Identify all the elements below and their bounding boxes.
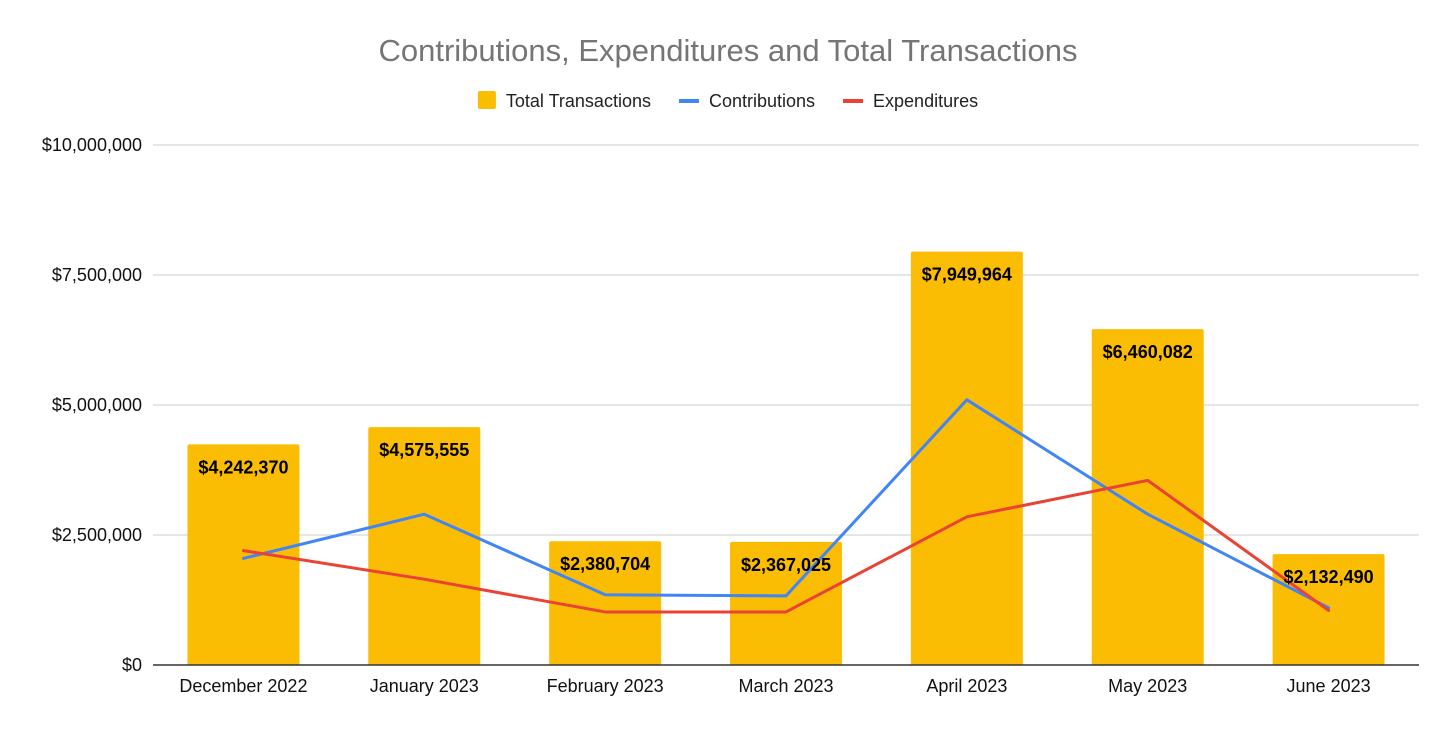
series-line-expenditures <box>241 478 1331 614</box>
bar-data-label: $4,575,555 <box>379 440 469 460</box>
bar-data-label: $2,380,704 <box>560 554 650 574</box>
x-tick-label: May 2023 <box>1108 676 1187 696</box>
bar-data-label: $6,460,082 <box>1103 342 1193 362</box>
bar <box>368 427 481 665</box>
y-tick-label: $5,000,000 <box>52 395 142 415</box>
x-axis: December 2022 January 2023 February 2023 Ma… <box>153 664 1419 696</box>
y-axis: $0 $2,500,000 $5,000,000 $7,500,000 $10,000,… <box>42 135 142 675</box>
y-tick-label: $0 <box>122 655 142 675</box>
bar-data-label: $4,242,370 <box>198 457 288 477</box>
bar-data-label: $2,367,025 <box>741 555 831 575</box>
legend-label: Contributions <box>709 91 815 111</box>
chart-title: Contributions, Expenditures and Total Tr… <box>378 33 1077 68</box>
x-tick-label: January 2023 <box>370 676 479 696</box>
x-tick-label: February 2023 <box>547 676 664 696</box>
legend-label: Expenditures <box>873 91 978 111</box>
x-tick-label: March 2023 <box>738 676 833 696</box>
gridlines <box>153 144 1419 536</box>
bar <box>910 251 1023 665</box>
series-line-contributions <box>241 398 1331 610</box>
series-lines <box>241 398 1331 614</box>
y-tick-label: $2,500,000 <box>52 525 142 545</box>
legend: Total Transactions Contributions Expenditu… <box>477 91 978 111</box>
y-tick-label: $10,000,000 <box>42 135 142 155</box>
x-tick-label: June 2023 <box>1287 676 1371 696</box>
x-tick-label: December 2022 <box>179 676 307 696</box>
bar <box>549 541 662 665</box>
legend-item: Expenditures <box>843 91 978 111</box>
bar <box>1091 329 1204 665</box>
legend-swatch <box>477 91 496 109</box>
legend-item: Total Transactions <box>477 91 651 111</box>
bar <box>187 444 300 665</box>
bar-data-label: $2,132,490 <box>1284 567 1374 587</box>
x-tick-label: April 2023 <box>926 676 1007 696</box>
y-tick-label: $7,500,000 <box>52 265 142 285</box>
legend-item: Contributions <box>678 91 815 111</box>
bars <box>187 251 1385 665</box>
bar <box>730 541 842 665</box>
bar-data-label: $7,949,964 <box>922 265 1012 285</box>
data-labels: $4,242,370 $4,575,555 $2,380,704 $2,367,025… <box>198 265 1373 588</box>
legend-label: Total Transactions <box>506 91 651 111</box>
